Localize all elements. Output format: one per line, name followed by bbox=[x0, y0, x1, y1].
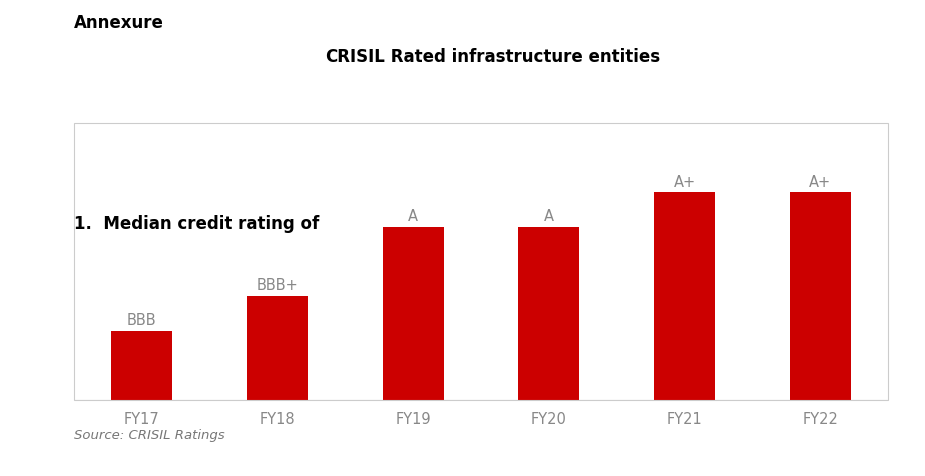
Bar bbox=[383, 228, 444, 400]
Text: Rated infrastructure entities: Rated infrastructure entities bbox=[385, 48, 660, 66]
Bar bbox=[790, 193, 851, 400]
Bar bbox=[654, 193, 715, 400]
Bar bbox=[111, 331, 172, 400]
Text: BBB: BBB bbox=[127, 312, 156, 327]
Text: Annexure: Annexure bbox=[74, 14, 164, 32]
Text: 1.  Median credit rating of: 1. Median credit rating of bbox=[74, 214, 325, 232]
Text: A: A bbox=[408, 209, 418, 224]
Text: CRISIL: CRISIL bbox=[325, 48, 385, 66]
Text: Source: CRISIL Ratings: Source: CRISIL Ratings bbox=[74, 428, 225, 441]
Text: BBB+: BBB+ bbox=[256, 278, 298, 293]
Text: A+: A+ bbox=[809, 174, 832, 189]
Bar bbox=[518, 228, 579, 400]
Text: A+: A+ bbox=[673, 174, 696, 189]
Bar bbox=[247, 296, 308, 400]
Text: A: A bbox=[544, 209, 554, 224]
